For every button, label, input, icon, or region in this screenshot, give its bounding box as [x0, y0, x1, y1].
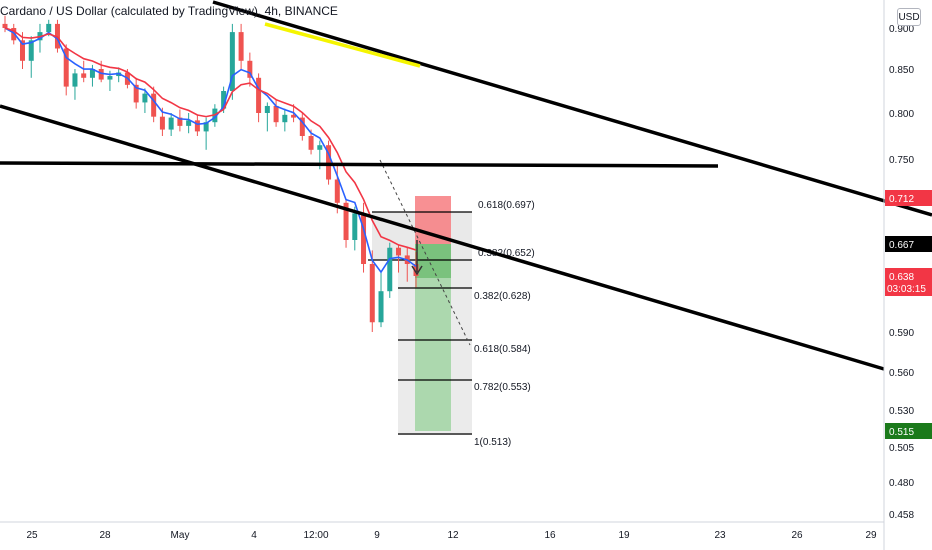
time-tick-label: 28	[99, 530, 111, 541]
candle-body	[133, 84, 139, 103]
ema-fast-line	[4, 27, 417, 274]
ema-slow-line	[4, 27, 417, 251]
price-tag-label: 0.712	[889, 194, 914, 205]
price-tick-label: 0.480	[889, 478, 914, 489]
candle-body	[81, 73, 87, 78]
candle-body	[308, 136, 314, 150]
price-tag-label: 0.638	[889, 272, 914, 283]
candle-body	[142, 93, 148, 103]
candle-body	[28, 40, 34, 61]
candle-body	[387, 247, 393, 292]
fib-label: 0.382(0.652)	[478, 248, 535, 259]
fib-label: 0.382(0.628)	[474, 291, 531, 302]
candle-body	[151, 93, 157, 117]
candle-body	[72, 73, 78, 87]
candle-body	[54, 23, 60, 49]
price-tick-label: 0.590	[889, 328, 914, 339]
candle-body	[203, 122, 209, 132]
price-tick-label: 0.458	[889, 510, 914, 521]
candle-body	[168, 117, 174, 130]
price-tick-label: 0.505	[889, 443, 914, 454]
time-tick-label: 29	[865, 530, 877, 541]
candle-body	[264, 105, 270, 113]
candle-body	[369, 264, 375, 323]
candle-body	[2, 23, 8, 28]
candle-body	[194, 120, 200, 132]
candle-body	[63, 48, 69, 87]
lower-channel-line	[0, 104, 885, 371]
countdown-label: 03:03:15	[887, 284, 926, 295]
candle-body	[186, 120, 192, 126]
time-tick-label: 9	[374, 530, 380, 541]
fibonacci-layer: 0.618(0.697) 0.382(0.652) 0.382(0.628) 0.61…	[368, 159, 535, 448]
price-tag-label: 0.667	[889, 240, 914, 251]
candle-body	[256, 77, 262, 113]
price-tick-label: 0.900	[889, 24, 914, 35]
time-tick-label: May	[171, 530, 190, 541]
symbol-title: Cardano / US Dollar (calculated by Tradi…	[0, 4, 338, 18]
down-arrow-head	[411, 265, 423, 276]
price-tag	[885, 190, 932, 206]
moving-averages-layer	[4, 27, 417, 274]
candle-body	[343, 202, 349, 240]
trendlines-layer	[0, 0, 932, 371]
fib-label: 1(0.513)	[474, 437, 511, 448]
candle-body	[89, 69, 95, 78]
candle-body	[352, 213, 358, 240]
candle-body	[107, 76, 113, 80]
horizontal-support-line	[0, 161, 719, 168]
time-tick-label: 12:00	[303, 530, 328, 541]
price-tag	[885, 236, 932, 252]
price-tag-label: 0.515	[889, 427, 914, 438]
price-tag	[885, 423, 932, 439]
candle-body	[299, 117, 305, 136]
take-profit-zone	[415, 278, 451, 431]
price-tick-label: 0.800	[889, 109, 914, 120]
candle-body	[273, 105, 279, 123]
price-tick-label: 0.530	[889, 406, 914, 417]
time-tick-label: 4	[251, 530, 257, 541]
upper-channel-line	[212, 0, 932, 217]
candle-body	[326, 145, 332, 180]
time-tick-label: 16	[544, 530, 556, 541]
candle-body	[396, 247, 402, 256]
candle-body	[159, 116, 165, 130]
candle-body	[98, 69, 104, 80]
chart-title: Cardano / US Dollar (calculated by Tradi…	[0, 0, 338, 22]
candle-body	[221, 91, 227, 109]
time-tick-label: 23	[714, 530, 726, 541]
candle-body	[46, 23, 52, 33]
fib-label: 0.618(0.697)	[478, 200, 535, 211]
projection-line	[379, 159, 471, 346]
price-tag	[885, 268, 932, 296]
time-tick-label: 19	[618, 530, 630, 541]
fib-label: 0.782(0.553)	[474, 382, 531, 393]
candle-body	[378, 291, 384, 323]
candle-body	[238, 32, 244, 61]
highlight-segment	[264, 22, 421, 68]
candle-body	[317, 145, 323, 150]
candle-body	[282, 114, 288, 123]
currency-badge[interactable]: USD	[897, 8, 921, 26]
candle-body	[177, 117, 183, 126]
candle-body	[334, 179, 340, 203]
price-tick-label: 0.850	[889, 65, 914, 76]
price-tick-label: 0.560	[889, 368, 914, 379]
candle-body	[361, 213, 367, 264]
candle-body	[413, 264, 419, 276]
candle-body	[229, 32, 235, 91]
candle-body	[19, 40, 25, 61]
candle-body	[247, 60, 253, 78]
time-tick-label: 26	[791, 530, 803, 541]
fib-label: 0.618(0.584)	[474, 344, 531, 355]
time-tick-label: 25	[26, 530, 38, 541]
profit-zone-active	[415, 244, 451, 278]
candle-body	[291, 114, 297, 118]
time-tick-label: 12	[447, 530, 459, 541]
price-tick-label: 0.750	[889, 155, 914, 166]
